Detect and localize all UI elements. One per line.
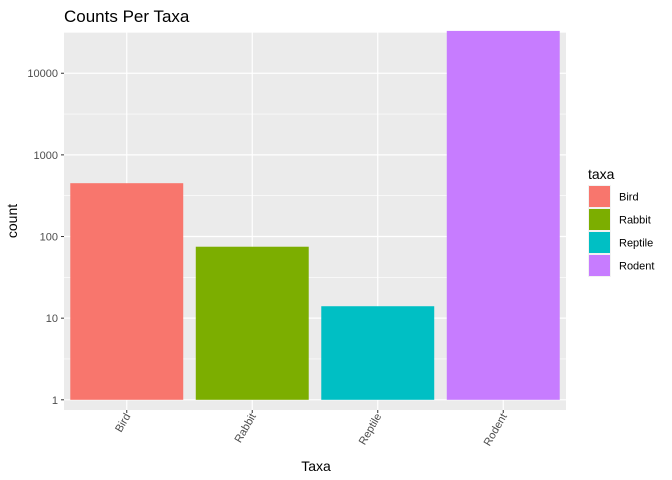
chart-title: Counts Per Taxa — [64, 7, 190, 26]
bar-bird — [70, 183, 184, 400]
x-tick-label: Rodent — [482, 412, 510, 449]
x-tick-label: Bird — [113, 412, 133, 435]
x-axis-title: Taxa — [301, 458, 331, 474]
legend-label: Rabbit — [619, 215, 651, 227]
y-tick-label: 1 — [52, 395, 58, 407]
x-axis: Bird Rabbit Reptile Rodent — [113, 410, 510, 448]
y-tick-label: 1000 — [34, 150, 58, 162]
x-tick-label: Reptile — [357, 412, 385, 448]
y-axis-title: count — [4, 204, 20, 238]
legend-label: Reptile — [619, 238, 653, 250]
bar-rabbit — [195, 246, 309, 400]
bar-reptile — [321, 306, 435, 400]
legend-title: taxa — [588, 166, 615, 182]
legend-label: Rodent — [619, 261, 654, 273]
legend: taxa Bird Rabbit Reptile Rodent — [588, 166, 654, 277]
legend-swatch-rabbit — [589, 209, 610, 230]
y-tick-label: 100 — [40, 232, 58, 244]
y-tick-label: 10000 — [27, 68, 58, 80]
legend-swatch-rodent — [589, 255, 610, 276]
x-tick-label: Rabbit — [233, 412, 259, 446]
legend-swatch-bird — [589, 186, 610, 207]
bars — [70, 30, 560, 400]
bar-rodent — [446, 30, 560, 400]
legend-swatch-reptile — [589, 232, 610, 253]
y-axis: 1 10 100 1000 10000 — [27, 68, 64, 407]
y-tick-label: 10 — [46, 313, 58, 325]
legend-label: Bird — [619, 192, 639, 204]
